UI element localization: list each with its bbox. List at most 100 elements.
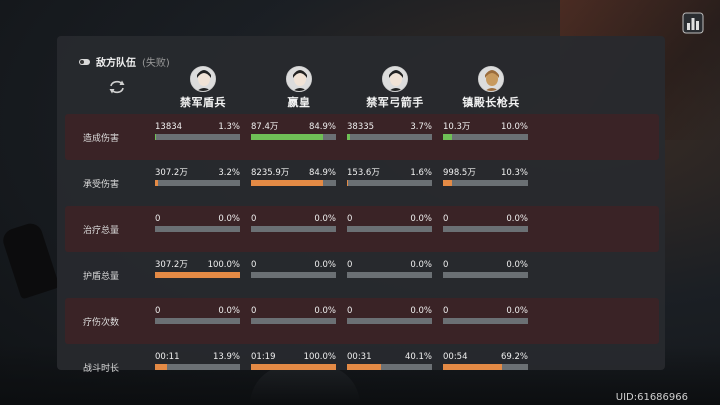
stat-cell: 0 0.0% [347,260,443,278]
stat-value: 0 [347,306,353,316]
stat-percent: 100.0% [303,352,336,362]
stat-cell-values: 01:19 100.0% [251,352,336,363]
stat-percent: 1.3% [218,122,240,132]
stat-cells: 307.2万 3.2% 8235.9万 84.9% 153.6万 1.6% 998.5万 10… [155,168,539,186]
stat-cell: 0 0.0% [155,306,251,324]
stat-cell-values: 153.6万 1.6% [347,168,432,179]
stat-value: 00:54 [443,352,468,362]
stat-cell-values: 0 0.0% [443,260,528,271]
stat-cell: 87.4万 84.9% [251,122,347,140]
stat-progress-bar [443,272,528,278]
stat-percent: 0.0% [314,260,336,270]
stat-progress-bar [251,364,336,370]
panel-header: 敌方队伍 (失败) [79,54,170,69]
stat-value: 0 [251,260,257,270]
stat-cell: 0 0.0% [443,306,539,324]
stat-value: 00:31 [347,352,372,362]
stat-cells: 13834 1.3% 87.4万 84.9% 38335 3.7% 10.3万 10.0% [155,122,539,140]
stat-percent: 100.0% [207,260,240,270]
stat-value: 01:19 [251,352,276,362]
stat-progress-fill [347,364,382,370]
stat-percent: 1.6% [410,168,432,178]
stat-value: 0 [347,214,353,224]
stat-progress-bar [251,272,336,278]
stat-value: 10.3万 [443,122,471,132]
stats-table: 造成伤害 13834 1.3% 87.4万 84.9% 38335 3.7% 10.3万 10.… [65,114,659,390]
stat-percent: 0.0% [218,306,240,316]
hero-column-4: 镇殿长枪兵 [443,66,539,110]
stat-percent: 84.9% [308,122,336,132]
stat-cell: 0 0.0% [251,214,347,232]
stat-percent: 0.0% [314,214,336,224]
stat-progress-bar [251,226,336,232]
stat-progress-fill [443,180,452,186]
stat-cell: 0 0.0% [251,260,347,278]
stat-cell-values: 38335 3.7% [347,122,432,133]
stat-percent: 69.2% [500,352,528,362]
stat-row: 疗伤次数 0 0.0% 0 0.0% 0 0.0% 0 0.0% [65,298,659,344]
stat-value: 00:11 [155,352,180,362]
stats-chart-icon[interactable] [682,12,704,34]
stat-percent: 10.0% [500,122,528,132]
stat-value: 153.6万 [347,168,380,178]
stat-progress-bar [251,318,336,324]
stat-cell-values: 0 0.0% [347,306,432,317]
hero-column-2: 嬴皇 [251,66,347,110]
stat-cell: 00:11 13.9% [155,352,251,370]
stat-cell-values: 0 0.0% [251,306,336,317]
stat-cell-values: 8235.9万 84.9% [251,168,336,179]
stat-label: 战斗时长 [83,363,120,374]
stat-progress-bar [347,134,432,140]
stat-progress-bar [347,364,432,370]
stat-progress-bar [155,134,240,140]
stat-cell: 0 0.0% [155,214,251,232]
stat-progress-bar [155,318,240,324]
stat-cell-values: 998.5万 10.3% [443,168,528,179]
stat-percent: 0.0% [506,260,528,270]
stat-value: 0 [155,214,161,224]
stat-cell-values: 0 0.0% [347,214,432,225]
stat-cell-values: 0 0.0% [251,214,336,225]
stat-progress-fill [251,180,324,186]
stat-progress-fill [155,134,157,140]
stat-value: 0 [155,306,161,316]
stat-cell: 01:19 100.0% [251,352,347,370]
stat-percent: 0.0% [218,214,240,224]
stat-cell-values: 87.4万 84.9% [251,122,336,133]
switch-team-icon[interactable] [107,79,127,95]
stat-percent: 0.0% [410,214,432,224]
stat-cell: 0 0.0% [347,214,443,232]
male-soldier-avatar-icon[interactable] [190,66,216,92]
stat-progress-fill [155,180,158,186]
stat-percent: 0.0% [410,306,432,316]
armored-spearman-avatar-icon[interactable] [478,66,504,92]
stat-percent: 0.0% [410,260,432,270]
stat-row: 护盾总量 307.2万 100.0% 0 0.0% 0 0.0% 0 0.0% [65,252,659,298]
toggle-icon[interactable] [79,58,90,65]
stat-progress-bar [443,134,528,140]
stat-progress-bar [347,318,432,324]
stat-cell: 153.6万 1.6% [347,168,443,186]
stat-cell-values: 0 0.0% [443,214,528,225]
stat-progress-fill [155,272,240,278]
hero-name: 禁军盾兵 [180,96,226,109]
stat-progress-bar [443,180,528,186]
stat-progress-bar [251,134,336,140]
stat-cell: 0 0.0% [443,260,539,278]
team-title: 敌方队伍 [96,58,136,69]
stat-cell-values: 0 0.0% [251,260,336,271]
female-emperor-avatar-icon[interactable] [286,66,312,92]
stat-cell-values: 00:54 69.2% [443,352,528,363]
stat-percent: 3.2% [218,168,240,178]
stat-progress-fill [251,134,324,140]
stat-cell: 38335 3.7% [347,122,443,140]
stat-progress-fill [443,134,452,140]
stat-label: 承受伤害 [83,179,120,190]
team-status: (失败) [142,58,170,69]
male-archer-avatar-icon[interactable] [382,66,408,92]
stat-value: 0 [443,260,449,270]
stat-cell: 0 0.0% [251,306,347,324]
stat-cells: 307.2万 100.0% 0 0.0% 0 0.0% 0 0.0% [155,260,539,278]
stat-progress-bar [443,226,528,232]
stat-value: 998.5万 [443,168,476,178]
